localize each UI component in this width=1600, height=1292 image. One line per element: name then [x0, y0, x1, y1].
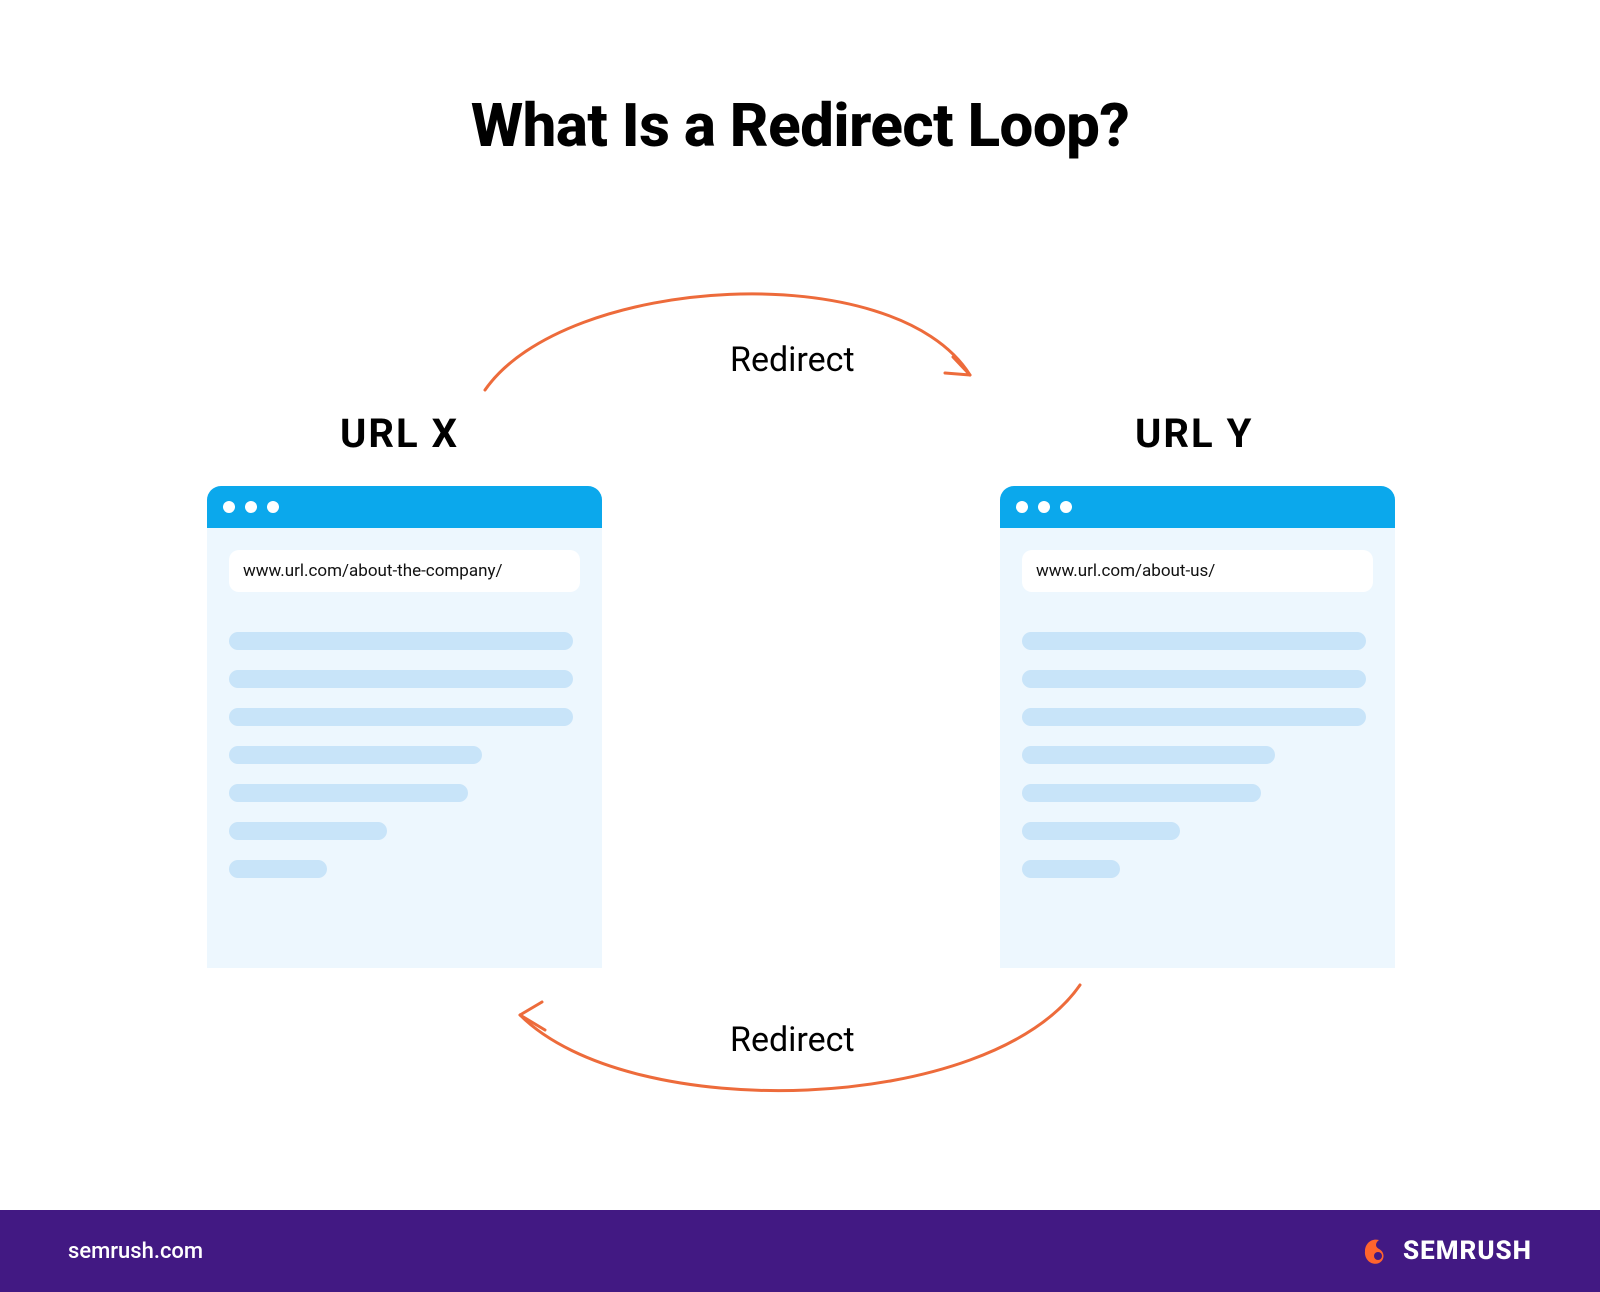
- footer: semrush.com SEMRUSH: [0, 1210, 1600, 1292]
- content-line: [229, 822, 387, 840]
- content-line: [1022, 632, 1366, 650]
- footer-logo-text: SEMRUSH: [1403, 1236, 1532, 1266]
- page-title: What Is a Redirect Loop?: [0, 90, 1600, 161]
- content-lines-right: [1022, 632, 1373, 878]
- browser-header: [1000, 486, 1395, 528]
- browser-header: [207, 486, 602, 528]
- footer-domain: semrush.com: [68, 1239, 203, 1264]
- content-line: [1022, 746, 1275, 764]
- content-line: [229, 860, 327, 878]
- url-y-label: URL Y: [1135, 410, 1253, 457]
- browser-body: www.url.com/about-us/: [1000, 528, 1395, 968]
- window-dot-icon: [267, 501, 279, 513]
- window-dot-icon: [223, 501, 235, 513]
- url-bar: www.url.com/about-us/: [1022, 550, 1373, 592]
- footer-logo: SEMRUSH: [1359, 1234, 1532, 1268]
- content-line: [1022, 860, 1120, 878]
- semrush-flame-icon: [1359, 1234, 1393, 1268]
- window-dot-icon: [1016, 501, 1028, 513]
- url-x-label: URL X: [340, 410, 459, 457]
- browser-window-x: www.url.com/about-the-company/: [207, 486, 602, 968]
- browser-window-y: www.url.com/about-us/: [1000, 486, 1395, 968]
- content-line: [1022, 784, 1261, 802]
- url-bar: www.url.com/about-the-company/: [229, 550, 580, 592]
- window-dot-icon: [1060, 501, 1072, 513]
- redirect-label-bottom: Redirect: [730, 1020, 855, 1060]
- content-line: [229, 784, 468, 802]
- content-lines-left: [229, 632, 580, 878]
- content-line: [229, 632, 573, 650]
- content-line: [1022, 670, 1366, 688]
- window-dot-icon: [1038, 501, 1050, 513]
- content-line: [229, 746, 482, 764]
- content-line: [1022, 822, 1180, 840]
- redirect-label-top: Redirect: [730, 340, 855, 380]
- content-line: [229, 708, 573, 726]
- browser-body: www.url.com/about-the-company/: [207, 528, 602, 968]
- content-line: [1022, 708, 1366, 726]
- window-dot-icon: [245, 501, 257, 513]
- content-line: [229, 670, 573, 688]
